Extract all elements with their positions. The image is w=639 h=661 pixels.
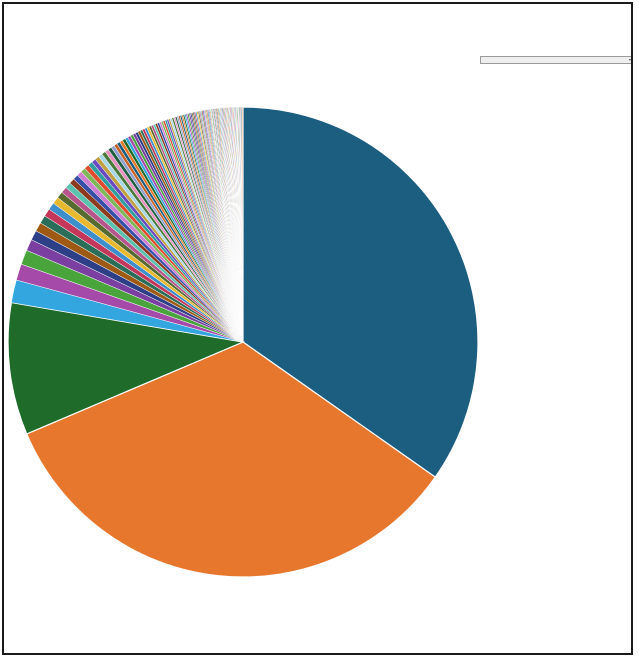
- chart-frame: ▾: [2, 2, 633, 655]
- pie-slice-2[interactable]: [25, 341, 437, 578]
- legend-select[interactable]: ▾: [480, 56, 631, 64]
- legend-item-126[interactable]: [480, 621, 631, 625]
- legend-list: [480, 66, 631, 625]
- pie-slice-1[interactable]: [242, 106, 479, 478]
- pie-slice-3[interactable]: [7, 301, 246, 435]
- pie-slice-122[interactable]: [241, 106, 244, 343]
- chevron-down-icon: ▾: [628, 57, 631, 62]
- legend: ▾: [480, 56, 631, 630]
- pie-chart: [7, 106, 479, 578]
